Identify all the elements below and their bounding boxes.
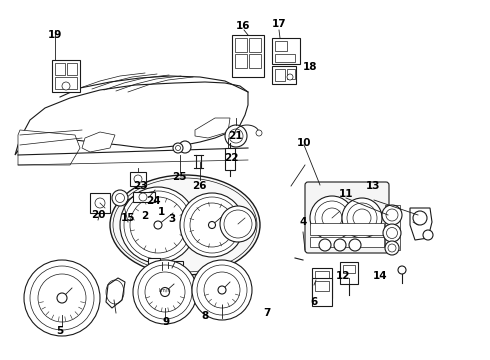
Bar — [315, 281, 329, 291]
Text: 24: 24 — [146, 196, 161, 206]
Polygon shape — [18, 130, 80, 165]
Text: 26: 26 — [192, 181, 207, 191]
Polygon shape — [195, 118, 230, 138]
Bar — [130, 172, 146, 186]
Bar — [287, 69, 295, 79]
Circle shape — [385, 241, 399, 255]
Circle shape — [413, 211, 427, 225]
Bar — [55, 63, 65, 75]
Ellipse shape — [110, 175, 260, 275]
Bar — [249, 54, 261, 68]
Bar — [343, 265, 355, 273]
Text: 25: 25 — [172, 172, 187, 182]
Polygon shape — [82, 132, 115, 152]
Circle shape — [383, 224, 401, 242]
Bar — [67, 63, 77, 75]
Text: 12: 12 — [336, 271, 350, 282]
Polygon shape — [410, 208, 432, 240]
Bar — [312, 268, 332, 298]
Polygon shape — [385, 205, 400, 250]
Text: 16: 16 — [236, 21, 251, 31]
Circle shape — [62, 82, 70, 90]
Circle shape — [319, 239, 331, 251]
Circle shape — [398, 266, 406, 274]
Ellipse shape — [24, 260, 100, 336]
Text: 1: 1 — [158, 207, 165, 217]
Circle shape — [209, 221, 216, 229]
Bar — [275, 41, 287, 51]
Text: 10: 10 — [296, 138, 311, 148]
Circle shape — [334, 239, 346, 251]
Bar — [275, 69, 285, 81]
Bar — [340, 262, 358, 284]
Circle shape — [218, 286, 226, 294]
Ellipse shape — [342, 198, 382, 238]
Ellipse shape — [220, 206, 256, 242]
Circle shape — [161, 288, 170, 297]
Circle shape — [382, 205, 402, 225]
Text: 14: 14 — [372, 271, 387, 282]
Circle shape — [139, 193, 147, 201]
Polygon shape — [106, 278, 125, 308]
Bar — [310, 237, 384, 247]
Bar — [275, 54, 295, 62]
Circle shape — [95, 198, 105, 208]
Text: km/h: km/h — [159, 288, 171, 292]
Text: 20: 20 — [91, 210, 105, 220]
Bar — [225, 148, 235, 170]
Text: 11: 11 — [339, 189, 353, 199]
Bar — [52, 60, 80, 92]
Text: 19: 19 — [48, 30, 63, 40]
Bar — [235, 38, 247, 52]
Text: 18: 18 — [302, 62, 317, 72]
Bar — [175, 261, 183, 266]
Text: 13: 13 — [366, 181, 381, 191]
Bar — [315, 271, 329, 283]
Bar — [272, 38, 300, 64]
Text: 6: 6 — [310, 297, 317, 307]
Circle shape — [349, 239, 361, 251]
Text: 7: 7 — [263, 308, 271, 318]
Circle shape — [256, 130, 262, 136]
FancyBboxPatch shape — [305, 182, 389, 253]
Text: 8: 8 — [201, 311, 208, 321]
Ellipse shape — [310, 196, 354, 240]
Text: 3: 3 — [168, 214, 175, 224]
Text: 22: 22 — [224, 153, 239, 163]
Circle shape — [423, 230, 433, 240]
Bar — [315, 286, 329, 294]
Text: 5: 5 — [57, 326, 64, 336]
Bar — [312, 278, 332, 306]
Circle shape — [57, 293, 67, 303]
Circle shape — [173, 143, 183, 153]
Bar — [55, 77, 77, 89]
Bar — [249, 38, 261, 52]
Bar — [133, 192, 155, 202]
Text: 4: 4 — [299, 217, 307, 228]
Bar — [162, 260, 172, 266]
Bar — [90, 193, 110, 213]
Bar — [235, 54, 247, 68]
Polygon shape — [15, 82, 248, 155]
Ellipse shape — [133, 260, 197, 324]
Ellipse shape — [120, 187, 196, 263]
Text: 23: 23 — [133, 181, 148, 192]
Circle shape — [112, 190, 128, 206]
Bar — [272, 66, 296, 84]
Text: 15: 15 — [121, 213, 136, 223]
Bar — [310, 223, 384, 235]
Circle shape — [179, 141, 191, 153]
Bar — [232, 35, 264, 77]
Circle shape — [225, 125, 247, 147]
Text: 9: 9 — [162, 317, 169, 327]
Text: 2: 2 — [141, 211, 148, 221]
Ellipse shape — [180, 193, 244, 257]
Text: 21: 21 — [228, 131, 243, 141]
Circle shape — [154, 221, 162, 229]
Ellipse shape — [192, 260, 252, 320]
Text: 17: 17 — [272, 19, 287, 30]
Circle shape — [287, 74, 293, 80]
Bar — [148, 258, 160, 266]
